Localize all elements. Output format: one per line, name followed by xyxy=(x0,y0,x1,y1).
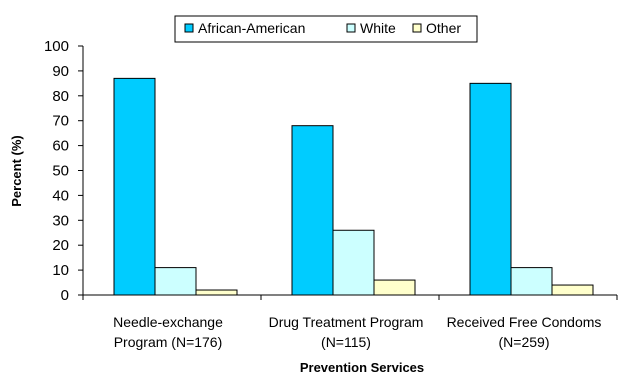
y-tick-label: 20 xyxy=(52,237,69,254)
legend-label-african-american: African-American xyxy=(198,20,305,36)
bar-african-american-2 xyxy=(291,125,334,296)
y-tick-label: 0 xyxy=(61,287,69,304)
y-tick-label: 80 xyxy=(52,88,69,105)
legend-label-white: White xyxy=(360,20,396,36)
legend: African-American White Other xyxy=(174,15,478,43)
bar-white-3 xyxy=(510,267,553,296)
legend-label-other: Other xyxy=(426,20,461,36)
category-label: (N=259) xyxy=(499,334,550,350)
y-tick-label: 40 xyxy=(52,187,69,204)
category-label: Drug Treatment Program xyxy=(269,314,424,330)
bar-african-american-3 xyxy=(469,82,512,296)
category-label: Received Free Condoms xyxy=(447,314,602,330)
bars xyxy=(113,77,594,296)
x-axis-title: Prevention Services xyxy=(300,360,424,375)
bar-white-2 xyxy=(332,229,375,296)
legend-swatch-other xyxy=(412,23,422,33)
category-label: Program (N=176) xyxy=(114,334,223,350)
y-axis-title: Percent (%) xyxy=(9,135,24,207)
legend-swatch-african-american xyxy=(184,23,194,33)
category-label: (N=115) xyxy=(321,334,371,350)
y-tick-label: 90 xyxy=(52,63,69,80)
legend-swatch-white xyxy=(346,23,356,33)
bar-other-3 xyxy=(551,284,594,296)
y-tick-label: 50 xyxy=(52,163,69,180)
bar-african-american-1 xyxy=(113,77,156,296)
bar-white-1 xyxy=(154,267,197,296)
y-tick-label: 30 xyxy=(52,212,69,229)
category-label: Needle-exchange xyxy=(113,314,223,330)
y-tick-label: 70 xyxy=(52,113,69,130)
bar-other-1 xyxy=(195,289,238,296)
y-tick-label: 100 xyxy=(44,38,69,55)
y-tick-label: 60 xyxy=(52,138,69,155)
y-tick-label: 10 xyxy=(52,262,69,279)
category-labels: Needle-exchange Program (N=176) Drug Treat… xyxy=(113,314,601,350)
legend-box xyxy=(174,15,478,43)
bar-other-2 xyxy=(373,279,416,296)
